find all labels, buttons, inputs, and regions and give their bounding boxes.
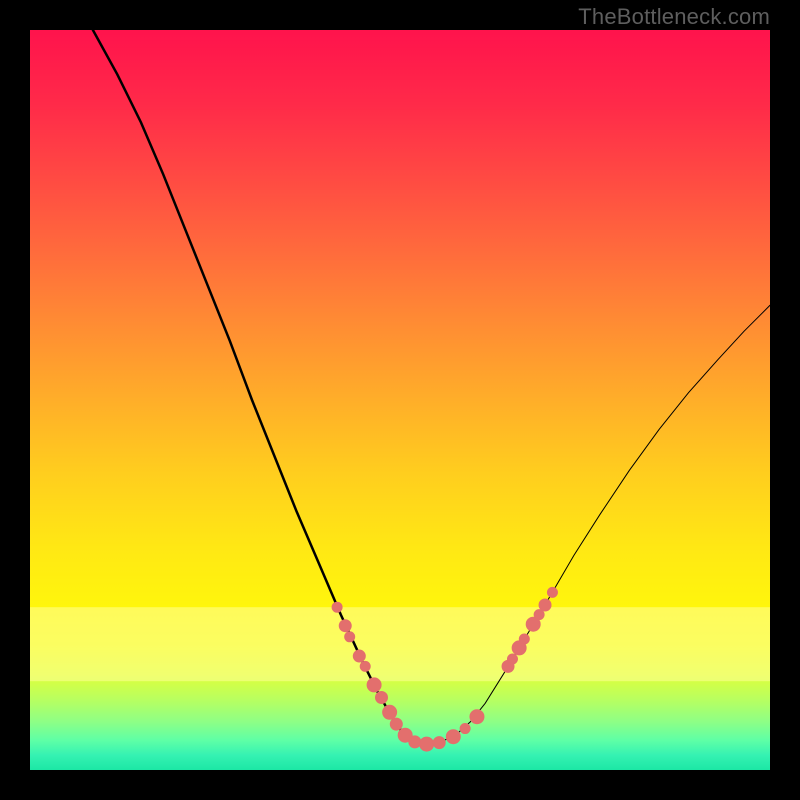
marker-dot bbox=[519, 634, 529, 644]
marker-dot bbox=[332, 602, 342, 612]
bottleneck-curve bbox=[30, 30, 770, 770]
marker-dot bbox=[383, 705, 397, 719]
marker-dot bbox=[376, 691, 388, 703]
marker-dot bbox=[420, 737, 434, 751]
marker-dot bbox=[534, 610, 544, 620]
marker-dot bbox=[446, 730, 460, 744]
marker-dot bbox=[507, 654, 517, 664]
marker-dot bbox=[353, 650, 365, 662]
marker-dot bbox=[345, 632, 355, 642]
marker-dot bbox=[339, 620, 351, 632]
marker-dot bbox=[390, 718, 402, 730]
marker-dot bbox=[367, 678, 381, 692]
plot-area bbox=[30, 30, 770, 770]
marker-dot bbox=[433, 737, 445, 749]
watermark-text: TheBottleneck.com bbox=[578, 4, 770, 30]
marker-dot bbox=[460, 724, 470, 734]
marker-dot bbox=[470, 710, 484, 724]
marker-dot bbox=[547, 587, 557, 597]
marker-dot bbox=[409, 736, 421, 748]
curve-markers bbox=[332, 587, 557, 751]
marker-dot bbox=[539, 599, 551, 611]
marker-dot bbox=[360, 661, 370, 671]
curve-right-branch bbox=[426, 305, 770, 744]
curve-left-branch bbox=[93, 30, 426, 744]
